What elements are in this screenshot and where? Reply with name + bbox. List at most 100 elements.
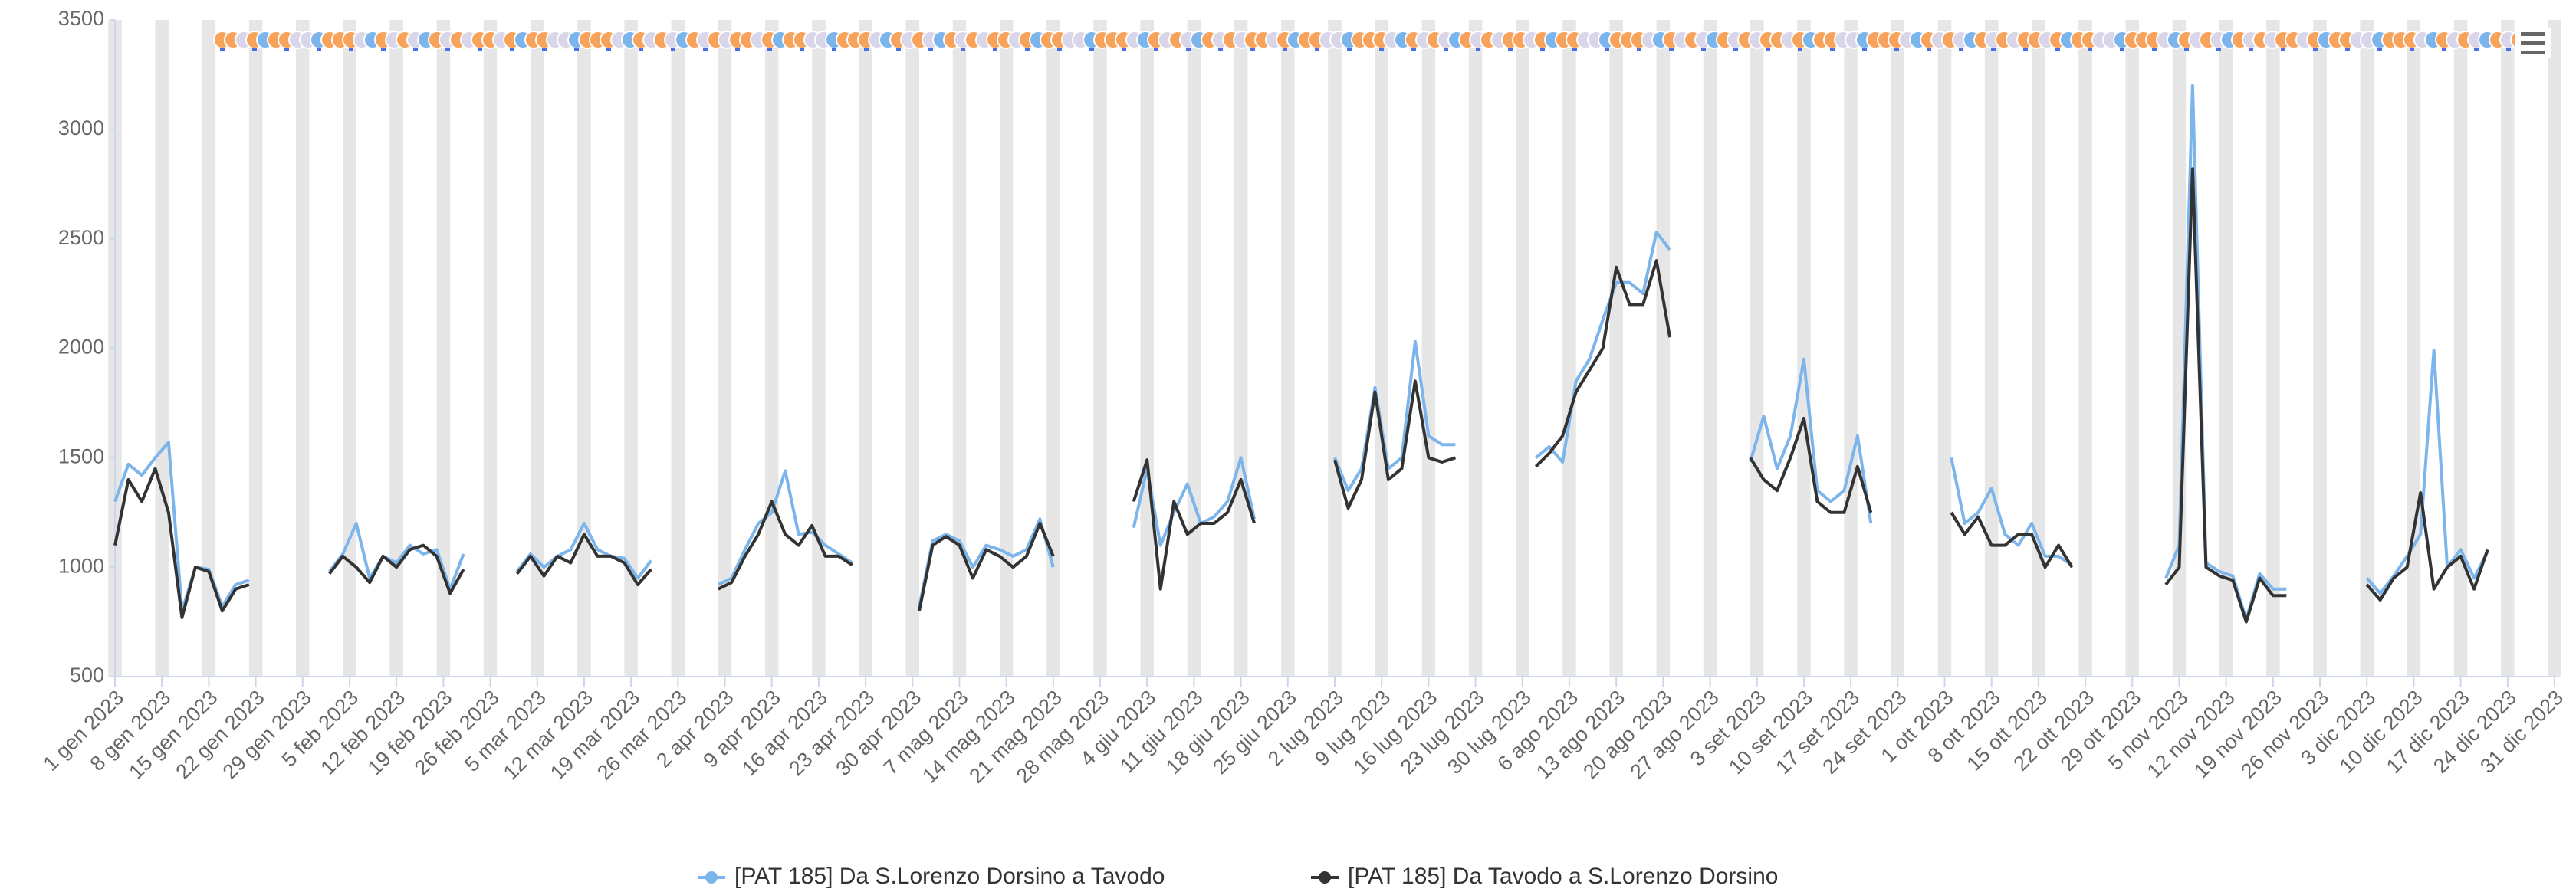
series-lines	[113, 84, 2489, 624]
flag-tick	[832, 48, 836, 51]
flag-tick	[1476, 48, 1480, 51]
flag-tick	[1798, 48, 1802, 51]
flag-tick	[2023, 48, 2028, 51]
weekend-band	[859, 20, 872, 677]
flag-tick	[1250, 48, 1255, 51]
flag-tick	[2152, 48, 2157, 51]
y-tick-label: 3500	[58, 7, 104, 30]
weekend-band	[2360, 20, 2374, 677]
flag-tick	[606, 48, 611, 51]
weekend-band	[389, 20, 403, 677]
menu-button[interactable]	[2515, 28, 2551, 58]
flag-tick	[1927, 48, 1931, 51]
flag-tick	[1057, 48, 1062, 51]
flag-tick	[703, 48, 708, 51]
flag-tick	[1508, 48, 1513, 51]
weekend-band	[812, 20, 826, 677]
flag-tick	[800, 48, 804, 51]
y-tick-label: 3000	[58, 116, 104, 139]
weekend-band	[2125, 20, 2140, 677]
weekend-band	[764, 20, 779, 677]
weekend-band	[1750, 20, 1764, 677]
flag-tick	[1315, 48, 1319, 51]
flag-tick	[381, 48, 386, 51]
plot-bands	[108, 20, 2561, 677]
flag-tick	[2442, 48, 2446, 51]
flag-tick	[928, 48, 933, 51]
weekend-band	[436, 20, 451, 677]
weekend-band	[343, 20, 356, 677]
flag-tick	[220, 48, 225, 51]
legend-item[interactable]: [PAT 185] Da S.Lorenzo Dorsino a Tavodo	[698, 864, 1165, 889]
legend-item[interactable]: [PAT 185] Da Tavodo a S.Lorenzo Dorsino	[1311, 864, 1778, 889]
weekend-band	[248, 20, 263, 677]
legend: [PAT 185] Da S.Lorenzo Dorsino a Tavodo […	[698, 864, 1778, 889]
flag-tick	[1862, 48, 1867, 51]
flag-tick	[896, 48, 901, 51]
flag-tick	[1379, 48, 1384, 51]
weekend-band	[1797, 20, 1811, 677]
weekend-band	[952, 20, 967, 677]
flag-tick	[767, 48, 772, 51]
weekend-band	[2548, 20, 2561, 677]
weekend-band	[1844, 20, 1858, 677]
flag-tick	[1669, 48, 1674, 51]
legend-label: [PAT 185] Da Tavodo a S.Lorenzo Dorsino	[1348, 864, 1778, 889]
flag-tick	[1572, 48, 1577, 51]
weekend-band	[999, 20, 1014, 677]
flag-tick	[2474, 48, 2479, 51]
weekend-band	[1609, 20, 1623, 677]
flag-tick	[2184, 48, 2189, 51]
flag-tick	[671, 48, 675, 51]
weekend-band	[2453, 20, 2468, 677]
flag-tick	[2345, 48, 2350, 51]
weekend-band	[1937, 20, 1952, 677]
flag-tick	[2377, 48, 2382, 51]
flag-tick	[1701, 48, 1706, 51]
flag-tick	[1605, 48, 1609, 51]
weekend-band	[1656, 20, 1671, 677]
flag-tick	[1637, 48, 1641, 51]
flag-tick	[413, 48, 418, 51]
y-tick-label: 2000	[58, 336, 104, 359]
flag-tick	[864, 48, 869, 51]
flag-tick	[1991, 48, 1996, 51]
flag-tick	[542, 48, 547, 51]
flag-tick	[1283, 48, 1287, 51]
flag-row	[213, 31, 2528, 51]
flag-tick	[445, 48, 450, 51]
flag-tick	[2313, 48, 2318, 51]
flag-tick	[2120, 48, 2124, 51]
flag-tick	[2249, 48, 2253, 51]
flag-tick	[1766, 48, 1770, 51]
weekend-band	[1891, 20, 1905, 677]
weekend-band	[1046, 20, 1060, 677]
flag-tick	[317, 48, 321, 51]
weekend-band	[1234, 20, 1248, 677]
weekend-band	[1703, 20, 1717, 677]
flag-tick	[1025, 48, 1030, 51]
weekend-band	[296, 20, 310, 677]
flag-tick	[510, 48, 514, 51]
flag-tick	[2088, 48, 2092, 51]
weekend-band	[483, 20, 498, 677]
weekend-band	[2266, 20, 2280, 677]
flag-tick	[1122, 48, 1126, 51]
weekend-band	[1984, 20, 1999, 677]
flag-tick	[574, 48, 579, 51]
flag-tick	[252, 48, 257, 51]
legend-label: [PAT 185] Da S.Lorenzo Dorsino a Tavodo	[734, 864, 1165, 889]
legend-marker	[1319, 871, 1331, 884]
weekend-band	[2078, 20, 2092, 677]
flag-tick	[1154, 48, 1158, 51]
flag-tick	[1830, 48, 1835, 51]
weekend-band	[671, 20, 685, 677]
flag-tick	[1959, 48, 1963, 51]
weekend-band	[577, 20, 591, 677]
weekend-band	[155, 20, 169, 677]
weekend-band	[1375, 20, 1388, 677]
flag-tick	[735, 48, 740, 51]
y-tick-label: 2500	[58, 226, 104, 249]
